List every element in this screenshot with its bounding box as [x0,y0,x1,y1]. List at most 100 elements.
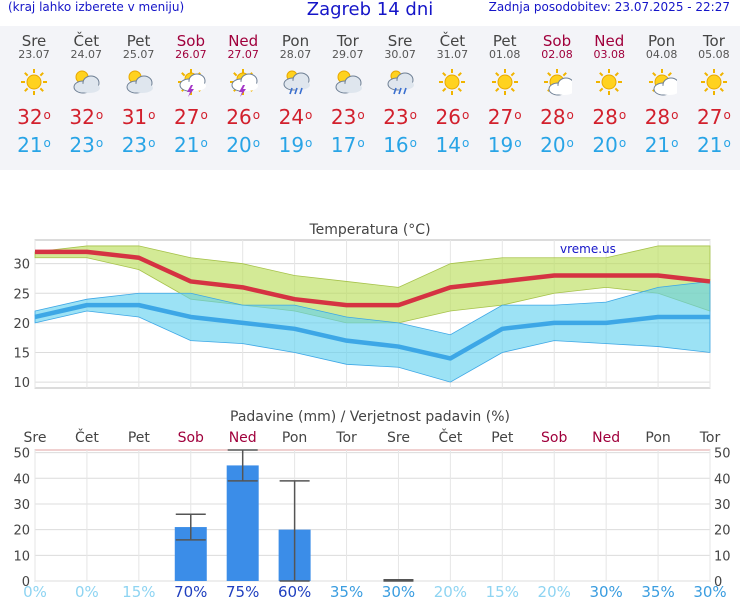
min-temp: 20o [592,133,627,157]
location-hint: (kraj lahko izberete v meniju) [8,0,185,14]
max-temp-value: 26 [435,105,461,129]
temperature-chart: Temperatura (°C) 10 15 20 25 30 vreme.us [13,222,711,391]
precip-probability: 35% [641,583,674,600]
max-temp-value: 28 [592,105,618,129]
day-date: 23.07 [18,48,50,61]
min-temp: 20o [226,133,261,157]
x-tick-label: Pon [645,430,670,446]
precip-probability: 15% [486,583,519,600]
min-temp: 23o [69,133,104,157]
x-tick-label: Sre [387,430,410,446]
y-tick-label: 0 [22,575,30,590]
min-temp-value: 21 [696,133,723,157]
y-tick-label-right: 10 [714,549,731,564]
y-tick-label: 15 [13,346,30,361]
y-tick-label: 40 [13,472,30,487]
min-temp-value: 14 [435,133,461,157]
min-temp-range-band [34,280,711,383]
max-temp: 24o [278,105,313,129]
precip-probability: 20% [538,583,571,600]
day-name: Pon [281,32,310,50]
forecast-day: Tor 05.08 27o 21o [688,26,740,170]
precip-probability: 75% [226,583,259,600]
max-temp-value: 23 [383,105,409,129]
max-temp: 28o [592,105,627,129]
min-temp-value: 16 [383,133,409,157]
x-tick-label: Čet [75,428,99,446]
x-tick-label: Čet [438,428,462,446]
day-date: 05.08 [698,48,730,61]
weather-rain-icon [283,70,310,95]
y-tick-label: 10 [13,549,30,564]
min-temp: 19o [278,133,313,157]
forecast-day: Sob 02.08 28o 20o [531,26,583,170]
forecast-day: Pon 28.07 24o 19o [270,26,322,170]
min-temp-value: 23 [121,133,148,157]
x-tick-label: Sob [541,430,567,446]
forecast-day: Sre 30.07 23o 16o [374,26,426,170]
temperature-chart-title: Temperatura (°C) [308,222,430,238]
x-tick-label: Ned [229,430,257,446]
y-tick-label: 20 [13,317,30,332]
forecast-day: Sob 26.07 27o 21o [165,26,217,170]
max-temp-value: 32 [69,105,95,129]
min-temp: 23o [121,133,156,157]
x-tick-label: Tor [335,430,357,446]
weather-partly-icon [648,69,677,96]
day-name: Sob [176,32,205,50]
precip-bar [226,465,259,581]
day-date: 28.07 [279,48,312,61]
weather-cloudy-icon [73,70,101,94]
min-temp-value: 23 [69,133,95,157]
max-temp: 26o [226,105,261,129]
max-temp: 32o [69,105,104,129]
y-tick-label: 20 [13,524,30,539]
precip-probability: 15% [122,583,155,600]
weather-sun-icon [21,69,47,95]
weather-sun-icon [439,69,466,95]
day-name: Čet [73,32,100,50]
day-name: Sob [542,32,572,50]
y-tick-label-right: 40 [714,472,731,487]
max-temp-line [35,249,711,308]
forecast-day: Pet 25.07 31o 23o [113,26,165,170]
y-tick-label: 30 [13,498,30,513]
forecast-day: Pet 01.08 27o 19o [479,26,531,170]
precip-probability: 0% [75,583,99,600]
max-temp: 31o [121,105,156,129]
precip-probability: 30% [589,583,622,600]
x-tick-label: Sre [24,430,47,446]
day-date: 24.07 [70,48,103,61]
precip-probability: 60% [278,583,311,600]
weather-storm-icon [230,69,259,97]
y-tick-label-right: 50 [714,447,731,462]
max-temp-value: 32 [17,105,43,129]
forecast-day: Ned 27.07 26o 20o [217,26,269,170]
day-name: Pet [126,32,151,50]
day-date: 30.07 [384,48,416,61]
watermark: vreme.us [560,242,616,256]
y-tick-label: 30 [13,258,30,273]
y-tick-label: 10 [13,376,30,391]
max-temp: 28o [540,105,574,129]
weather-sun-icon [700,69,727,95]
min-temp: 21o [173,133,208,157]
max-temp-value: 28 [644,105,671,129]
day-name: Pon [647,32,676,50]
weather-cloudy-icon [335,70,362,94]
max-temp: 23o [383,105,417,129]
min-temp-value: 19 [487,133,514,157]
plot-area [34,449,711,582]
max-temp: 28o [644,105,679,129]
max-temp: 27o [696,105,731,129]
day-name: Tor [336,32,359,50]
min-temp-value: 17 [330,133,357,157]
min-temp-value: 20 [540,133,566,157]
precip-probability: 20% [434,583,467,600]
max-temp: 23o [330,105,365,129]
y-tick-label: 50 [13,447,30,462]
max-temp-value: 31 [121,105,148,129]
day-date: 27.07 [227,48,259,61]
y-tick-label: 25 [13,287,30,302]
min-temp: 21o [696,133,731,157]
